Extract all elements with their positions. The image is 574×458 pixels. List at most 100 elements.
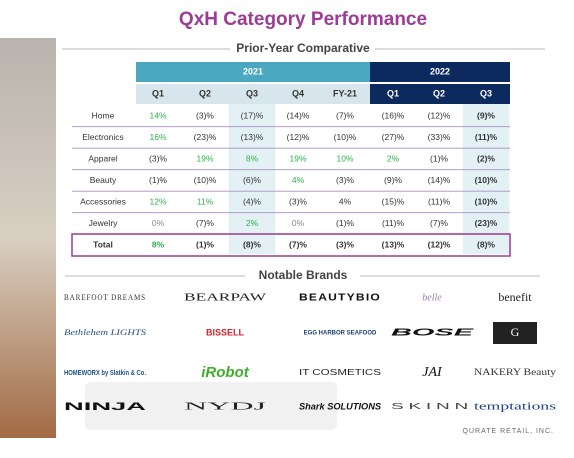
cell: (12)% [287, 132, 310, 142]
cell: (7)% [289, 239, 307, 249]
cell: (17)% [241, 110, 264, 120]
cell: (23)% [475, 218, 498, 228]
cell: (10)% [475, 196, 498, 206]
cell: (3)% [336, 239, 354, 249]
brand-logo: BEAUTYBIO [299, 293, 381, 304]
cell: (8)% [243, 239, 261, 249]
brand-logo: Shark SOLUTIONS [299, 401, 381, 411]
cell: (2)% [477, 153, 495, 163]
column-header: FY-21 [333, 88, 357, 98]
cell: 8% [152, 239, 165, 249]
brand-logo: iRobot [201, 364, 249, 381]
cell: (9)% [384, 175, 402, 185]
row-label: Accessories [80, 196, 126, 206]
brand-logo: EGG HARBOR SEAFOOD [304, 331, 377, 337]
brand-logo: benefit [498, 290, 532, 304]
cell: 19% [289, 153, 306, 163]
row-label: Home [92, 110, 115, 120]
brand-logo: SKINN [391, 402, 473, 411]
photo [0, 38, 56, 438]
column-header: Q3 [246, 88, 258, 98]
total-box [71, 233, 511, 257]
cell: (12)% [428, 110, 451, 120]
group-label: 2021 [243, 66, 263, 76]
cell: 19% [196, 153, 213, 163]
cell: (3)% [336, 175, 354, 185]
footer: QURATE RETAIL, INC. [463, 428, 554, 435]
brand-logo: IT COSMETICS [299, 368, 381, 377]
cell: (27)% [382, 132, 405, 142]
cell: (10)% [194, 175, 217, 185]
cell: (7)% [430, 218, 448, 228]
cell: (11)% [428, 196, 450, 206]
cell: (10)% [475, 175, 498, 185]
brand-logo: BISSELL [206, 327, 245, 337]
column-header: Q2 [199, 88, 211, 98]
column-shade [228, 104, 276, 254]
column-header: Q1 [387, 88, 399, 98]
title: QxH Category Performance [179, 9, 427, 30]
subtitle: Prior-Year Comparative [236, 41, 370, 55]
brand-logo: NAKERY Beauty [474, 367, 557, 377]
cell: 10% [336, 153, 353, 163]
column-shade [462, 104, 510, 254]
cell: (23)% [194, 132, 217, 142]
cell: 12% [149, 196, 166, 206]
row-label: Electronics [82, 132, 124, 142]
column-header: Q4 [292, 88, 304, 98]
cell: 0% [292, 218, 305, 228]
column-header: Q3 [480, 88, 492, 98]
cell: (3)% [289, 196, 307, 206]
cell: 14% [149, 110, 166, 120]
cell: (16)% [382, 110, 405, 120]
brand-logo: BEARPAW [184, 292, 267, 304]
overlay [85, 382, 337, 430]
cell: 2% [387, 153, 400, 163]
group-label: 2022 [430, 66, 450, 76]
cell: (7)% [336, 110, 354, 120]
column-header-bg [370, 84, 510, 104]
cell: 8% [246, 153, 259, 163]
cell: 4% [339, 196, 352, 206]
brand-logo: temptations [474, 401, 556, 412]
group-header [136, 62, 370, 82]
cell: (3)% [149, 153, 167, 163]
brand-logo: Bethlehem LIGHTS [64, 328, 146, 337]
cell: (1)% [430, 153, 448, 163]
cell: (3)% [196, 110, 214, 120]
column-header: Q1 [152, 88, 164, 98]
cell: (9)% [477, 110, 495, 120]
logo-bg [493, 322, 537, 344]
cell: (12)% [428, 239, 451, 249]
cell: (1)% [336, 218, 354, 228]
cell: (11)% [475, 132, 498, 142]
cell: (14)% [428, 175, 451, 185]
cell: (4)% [243, 196, 261, 206]
brand-logo: JAI [422, 365, 443, 380]
group-header [370, 62, 510, 82]
brand-logo: BOSE [391, 328, 474, 339]
cell: (1)% [149, 175, 167, 185]
cell: (13)% [382, 239, 405, 249]
brand-logo: NINJA [64, 401, 146, 413]
cell: 0% [152, 218, 165, 228]
column-header-bg [136, 84, 370, 104]
cell: 11% [197, 196, 214, 206]
cell: (1)% [196, 239, 214, 249]
cell: (10)% [334, 132, 357, 142]
cell: (13)% [241, 132, 264, 142]
cell: 2% [246, 218, 259, 228]
row-label: Beauty [90, 175, 117, 185]
cell: (14)% [287, 110, 310, 120]
cell: (15)% [382, 196, 405, 206]
brand-logo: BAREFOOT DREAMS [64, 293, 146, 302]
row-label: Total [93, 239, 113, 249]
column-header: Q2 [433, 88, 445, 98]
brand-logo: NYDJ [184, 401, 268, 413]
cell: (6)% [243, 175, 261, 185]
brand-logo: G [511, 325, 520, 339]
brands-title: Notable Brands [259, 268, 348, 282]
cell: (7)% [196, 218, 214, 228]
brand-logo: HOMEWORX by Slatkin & Co. [64, 370, 146, 377]
